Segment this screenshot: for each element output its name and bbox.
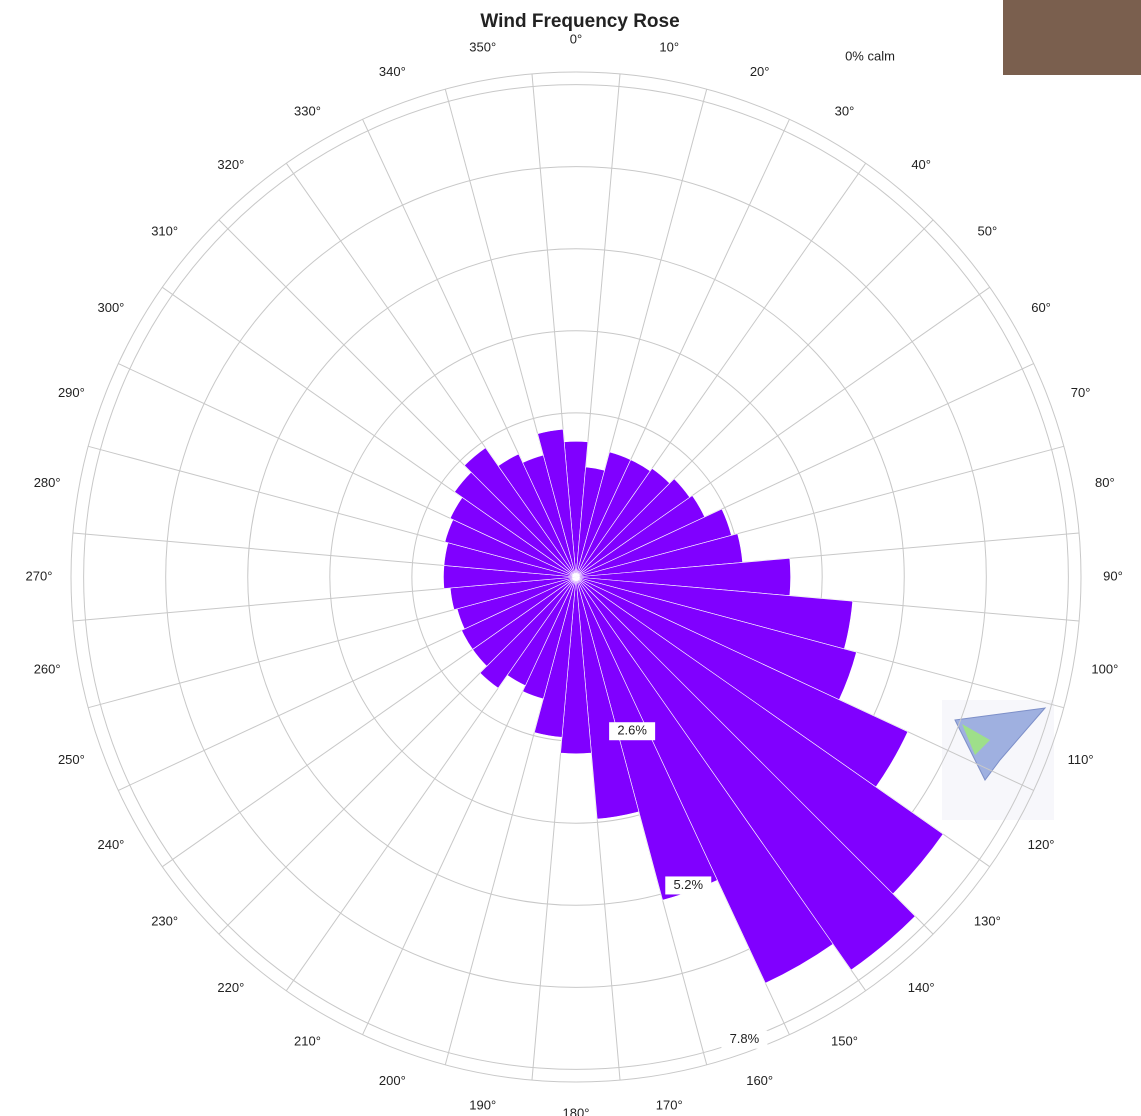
direction-label: 310° bbox=[151, 223, 178, 238]
direction-label: 70° bbox=[1071, 385, 1091, 400]
direction-label: 140° bbox=[908, 980, 935, 995]
grid-ring bbox=[329, 330, 823, 824]
direction-label: 60° bbox=[1031, 300, 1051, 315]
direction-label: 350° bbox=[469, 40, 496, 55]
direction-label: 320° bbox=[217, 157, 244, 172]
ring-label-bg bbox=[665, 876, 712, 895]
wind-bar bbox=[575, 576, 640, 820]
direction-label: 330° bbox=[294, 103, 321, 118]
wind-bar bbox=[479, 576, 577, 689]
direction-label: 30° bbox=[835, 103, 855, 118]
chart-title: Wind Frequency Rose bbox=[480, 11, 679, 32]
wind-bar bbox=[461, 576, 577, 650]
wind-bar bbox=[560, 576, 592, 755]
grid-ring bbox=[83, 84, 1069, 1070]
direction-label: 0° bbox=[570, 31, 582, 46]
ring-label: 5.2% bbox=[673, 877, 703, 892]
wind-bar bbox=[575, 576, 916, 971]
wind-bar bbox=[533, 576, 577, 738]
direction-label: 270° bbox=[26, 568, 53, 583]
wind-bar bbox=[463, 447, 577, 578]
direction-label: 50° bbox=[978, 223, 998, 238]
wind-bar bbox=[522, 576, 577, 700]
direction-label: 20° bbox=[750, 64, 770, 79]
calm-note: 0% calm bbox=[845, 48, 895, 63]
logo-icon bbox=[942, 700, 1054, 820]
direction-label: 280° bbox=[34, 475, 61, 490]
direction-label: 220° bbox=[217, 980, 244, 995]
ring-label: 7.8% bbox=[730, 1031, 760, 1046]
wind-bar bbox=[497, 453, 577, 578]
ring-label-bg bbox=[609, 722, 656, 741]
direction-label: 120° bbox=[1028, 837, 1055, 852]
outer-ring bbox=[70, 71, 1082, 1083]
direction-label: 10° bbox=[659, 40, 679, 55]
direction-label: 90° bbox=[1103, 568, 1123, 583]
direction-label: 40° bbox=[911, 157, 931, 172]
direction-label: 180° bbox=[563, 1105, 590, 1116]
direction-label: 240° bbox=[97, 837, 124, 852]
wind-bar bbox=[575, 576, 834, 984]
direction-label: 340° bbox=[379, 64, 406, 79]
direction-label: 190° bbox=[469, 1097, 496, 1112]
direction-label: 210° bbox=[294, 1033, 321, 1048]
direction-label: 260° bbox=[34, 662, 61, 677]
direction-label: 200° bbox=[379, 1073, 406, 1088]
ring-label-bg bbox=[721, 1030, 768, 1049]
direction-label: 160° bbox=[746, 1073, 773, 1088]
ring-label: 2.6% bbox=[617, 723, 647, 738]
direction-label: 150° bbox=[831, 1033, 858, 1048]
direction-label: 230° bbox=[151, 914, 178, 929]
direction-label: 130° bbox=[974, 914, 1001, 929]
direction-label: 290° bbox=[58, 385, 85, 400]
corner-block bbox=[1003, 0, 1141, 75]
direction-label: 100° bbox=[1091, 662, 1118, 677]
direction-label: 300° bbox=[97, 300, 124, 315]
direction-label: 170° bbox=[656, 1097, 683, 1112]
grid-ring bbox=[247, 248, 905, 906]
direction-label: 110° bbox=[1068, 752, 1094, 767]
grid-ring bbox=[165, 166, 987, 988]
direction-label: 250° bbox=[58, 752, 85, 767]
wind-bar bbox=[537, 428, 577, 578]
direction-label: 80° bbox=[1095, 475, 1115, 490]
